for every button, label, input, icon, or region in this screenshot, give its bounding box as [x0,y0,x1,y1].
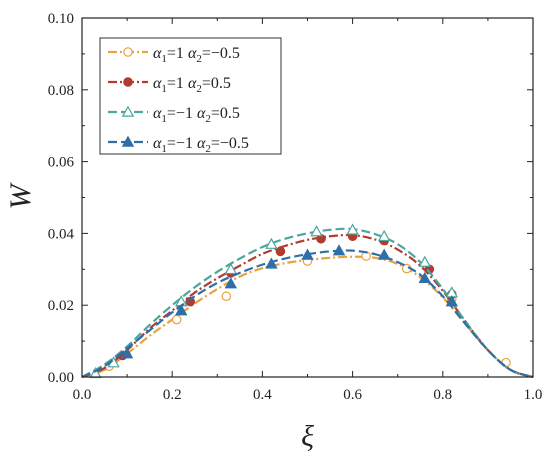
series-1 [81,251,534,379]
legend-label-a1-sym: α [153,135,162,152]
legend-label-a2-sub: 2 [205,143,211,155]
series-line [81,255,534,379]
data-point [301,248,314,260]
legend-label-a1-sym: α [153,45,162,62]
legend-label-a2-val: =−0.5 [202,45,240,62]
legend-label-a2-sub: 2 [196,53,202,65]
legend-label: α1=−1 α2=0.5 [153,105,240,125]
legend-label-a1-val: =−1 [167,105,197,122]
legend-label-a2-sub: 2 [205,113,211,125]
data-point [346,223,359,235]
x-tick-label: 0.8 [433,387,452,403]
axes: 0.0 0.2 0.4 0.6 0.8 1.0 0.00 0.02 0.04 0.06 0.08 0.… [48,11,543,403]
legend-label-a2-val: =0.5 [202,75,231,92]
legend-label-a1-sub: 1 [161,143,167,155]
legend-marker [123,77,133,87]
legend: α1=1 α2=−0.5α1=1 α2=0.5α1=−1 α2=0.5α1=−1… [99,37,282,155]
series-line [81,249,534,379]
data-point [332,244,346,256]
legend-label-a1-sym: α [153,105,162,122]
legend-item: α1=1 α2=0.5 [108,75,231,95]
legend-label-a1-val: =−1 [167,135,197,152]
data-point [171,314,182,325]
legend-label: α1=1 α2=−0.5 [153,45,240,65]
legend-label-a2-sym: α [197,105,206,122]
legend-label-a1-sub: 1 [161,113,167,125]
y-tick-label: 0.10 [48,11,74,27]
data-point [265,257,278,269]
legend-marker [123,47,133,57]
x-tick-label: 0.0 [73,387,92,403]
legend-item: α1=−1 α2=0.5 [108,105,240,125]
series-line [81,227,534,379]
legend-item: α1=1 α2=−0.5 [108,45,240,65]
y-tick-label: 0.04 [48,226,75,242]
data-point [275,246,286,257]
plot-area [81,223,534,379]
legend-item: α1=−1 α2=−0.5 [108,135,249,155]
data-point [224,262,238,275]
legend-label-a2-sub: 2 [196,83,202,95]
y-tick-label: 0.02 [48,298,74,314]
data-point [418,271,431,284]
data-point [377,229,391,242]
legend-marker [121,105,135,117]
legend-label-a1-sub: 1 [161,83,167,95]
legend-label-a1-val: =1 [167,75,188,92]
y-axis-title: W [4,182,37,210]
legend-label-a2-sym: α [188,75,197,92]
y-tick-label: 0.08 [48,83,74,99]
data-point [377,248,391,260]
x-tick-label: 0.6 [343,387,362,403]
legend-label: α1=1 α2=0.5 [153,75,231,95]
legend-label-a2-sym: α [188,45,197,62]
y-tick-label: 0.06 [48,155,75,171]
legend-box [99,37,282,155]
x-tick-label: 0.4 [253,387,272,403]
legend-label-a2-val: =0.5 [211,105,240,122]
legend-label-a1-val: =1 [167,45,188,62]
x-axis-title: ξ [301,420,314,453]
data-point [265,237,278,249]
legend-label-a2-sym: α [197,135,206,152]
data-point [445,295,459,307]
x-tick-label: 0.2 [163,387,182,403]
series-3 [81,223,534,379]
data-point [224,277,238,289]
data-point [310,225,323,237]
data-point [418,255,431,267]
data-point [120,347,134,359]
legend-marker [121,135,135,147]
data-point [221,291,232,302]
series-4 [81,244,534,379]
legend-label: α1=−1 α2=−0.5 [153,135,249,155]
data-point [175,304,188,316]
legend-label-a2-val: =−0.5 [211,135,249,152]
legend-label-a1-sub: 1 [161,53,167,65]
y-tick-label: 0.00 [48,370,74,386]
legend-label-a1-sym: α [153,75,162,92]
x-tick-label: 1.0 [524,387,543,403]
